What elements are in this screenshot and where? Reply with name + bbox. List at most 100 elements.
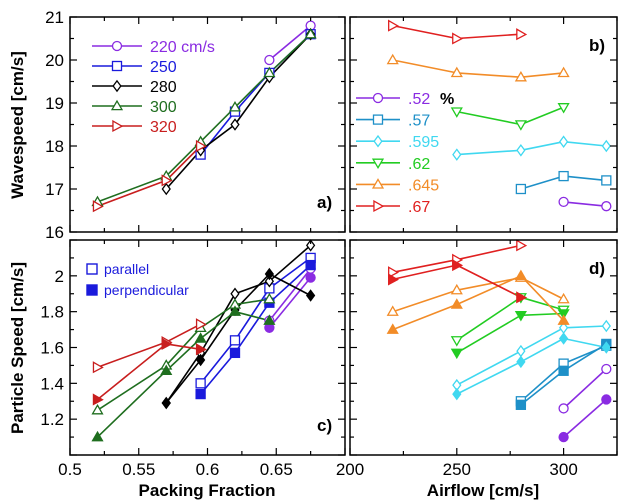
legend-b-label-62: .62 (408, 156, 430, 173)
panel-b-point-645-0 (386, 53, 399, 65)
legend-b-marker-57 (372, 114, 384, 125)
panel-b-point-595-3 (601, 139, 611, 153)
panel-c-point-300-perpendicular-4 (263, 314, 276, 325)
legend-a-label-320: 320 (150, 119, 177, 136)
panel-d-point-67-perpendicular-0 (388, 273, 400, 286)
panel-d-point-67-perpendicular-1 (452, 259, 464, 272)
panel-c-point-320-perpendicular-0 (92, 393, 104, 406)
legend-c-label-perpendicular: perpendicular (104, 282, 189, 298)
panel-a-point-320-0 (92, 200, 104, 213)
legend-a-label-220-cm-s: 220 cm/s (150, 39, 215, 56)
panel-c-point-280-perpendicular-1 (195, 353, 206, 367)
panel-a-ytick-label-4: 20 (45, 51, 64, 70)
panel-d-point-595-parallel-3 (601, 319, 611, 333)
panel-b-line-645 (392, 59, 564, 78)
panel-d-point-62-perpendicular-2 (557, 309, 570, 320)
panel-d-point-645-parallel-3 (557, 292, 570, 304)
legend-b-label-57: .57 (408, 113, 430, 130)
panel-c-point-320-perpendicular-1 (161, 337, 173, 350)
panel-b-letter-label: b) (589, 36, 605, 55)
panel-b-point-645-2 (514, 70, 527, 82)
panel-c-point-320-parallel-2 (195, 318, 207, 331)
panel-a-point-320-1 (161, 174, 173, 187)
panel-d-point-67-parallel-0 (388, 266, 400, 279)
panel-c-line-250-parallel (199, 257, 312, 384)
panel-c-point-280-perpendicular-4 (305, 289, 316, 302)
panel-b-point-67-1 (452, 32, 464, 45)
panel-d-xtick-label-1: 250 (443, 460, 471, 479)
legend-a-marker-250 (111, 60, 123, 72)
panel-c-point-250-parallel-1 (229, 335, 241, 346)
panel-a-point-320-2 (195, 139, 207, 153)
panel-a-ytick-label-1: 17 (45, 180, 64, 199)
panel-c-point-320-parallel-0 (92, 361, 104, 374)
panel-d-point-645-parallel-0 (386, 305, 399, 316)
panel-c-point-320-perpendicular-2 (195, 343, 207, 356)
panel-a-line-300 (97, 33, 312, 203)
legend-a-label-300: 300 (150, 99, 177, 116)
panel-b-line-52 (563, 201, 607, 207)
panel-c-line-220-cm-s-parallel (268, 268, 312, 322)
panel-c-point-250-parallel-0 (195, 378, 206, 389)
panel-d-line-595-perpendicular (456, 337, 607, 395)
panel-c-point-280-parallel-3 (264, 274, 275, 288)
legend-a-label-250: 250 (150, 59, 177, 76)
panel-c-point-300-perpendicular-0 (91, 430, 104, 442)
panel-d-line-645-parallel (392, 276, 564, 313)
panel-a-point-280-0 (161, 182, 171, 196)
panel-b-point-67-2 (516, 28, 528, 41)
panel-c-point-280-perpendicular-3 (264, 267, 275, 281)
panel-c-line-250-perpendicular (199, 264, 312, 395)
panel-c-point-300-perpendicular-1 (160, 364, 173, 376)
legend-a-marker-220-cm-s (111, 40, 123, 52)
panel-b-point-62-2 (557, 103, 570, 114)
panel-d-point-62-parallel-0 (450, 336, 463, 347)
labels-layer: 16 17 18 19 20 21 a) b) 1.2 1.4 1.6 1.8 2 0.5 0.55 0.6 0… (8, 8, 605, 500)
panel-c-letter-label: c) (317, 416, 332, 435)
panel-c-point-250-perpendicular-1 (229, 347, 241, 359)
panel-b-point-595-2 (558, 135, 569, 148)
panel-b-point-57-1 (558, 170, 569, 182)
panel-c-xtick-label-3: 0.65 (260, 460, 293, 479)
panel-d-point-645-perpendicular-3 (557, 314, 570, 325)
panel-b-point-595-1 (516, 144, 526, 157)
panel-c-line-300-perpendicular (96, 310, 270, 438)
panel-c-xlabel: Packing Fraction (139, 481, 276, 500)
series-markers-layer (91, 19, 612, 443)
panel-d-point-595-perpendicular-2 (558, 332, 569, 345)
panel-c-ytick-label-1: 1.4 (40, 374, 64, 393)
panel-d-point-645-perpendicular-2 (514, 269, 527, 281)
panel-d-point-595-perpendicular-1 (516, 355, 526, 369)
panel-d-point-595-perpendicular-3 (601, 341, 611, 354)
panel-c-xtick-label-1: 0.55 (122, 460, 155, 479)
panel-c-point-300-parallel-0 (91, 403, 104, 415)
panel-b-point-57-0 (515, 183, 527, 195)
panel-c-ylabel: Particle Speed [cm/s] (8, 262, 27, 434)
panel-d-xtick-label-0: 200 (336, 460, 364, 479)
legend-a-label-280: 280 (150, 79, 177, 96)
panel-c-xtick-label-0: 0.5 (58, 460, 82, 479)
legend-b-marker-645 (371, 178, 385, 189)
panel-d-point-52-perpendicular-0 (558, 431, 569, 443)
panel-c-ytick-label-0: 1.2 (40, 410, 64, 429)
panel-d-line-645-perpendicular (392, 274, 565, 331)
panel-c-ytick-label-2: 1.6 (40, 339, 64, 358)
panel-a-letter-label: a) (317, 193, 332, 212)
panel-d-point-52-parallel-0 (558, 403, 569, 414)
panel-a-ytick-label-0: 16 (45, 223, 64, 242)
panel-d-point-57-perpendicular-1 (558, 365, 569, 376)
panel-c-ytick-label-4: 2 (55, 267, 64, 286)
panel-b-point-57-2 (601, 175, 612, 186)
legend-b-label-645: .645 (408, 177, 439, 194)
panel-c-point-280-perpendicular-0 (161, 396, 171, 410)
panel-b-point-645-1 (450, 66, 463, 78)
panel-a-point-300-3 (228, 101, 242, 112)
panel-c-ytick-label-3: 1.8 (40, 303, 64, 322)
panel-d-point-67-parallel-2 (516, 239, 528, 252)
panel-d-line-595-parallel (456, 325, 607, 386)
legend-a-marker-300 (110, 99, 124, 111)
panel-d-line-52-perpendicular (563, 398, 607, 438)
panel-a-point-300-5 (304, 27, 317, 39)
legend-c-marker-parallel (86, 263, 98, 275)
